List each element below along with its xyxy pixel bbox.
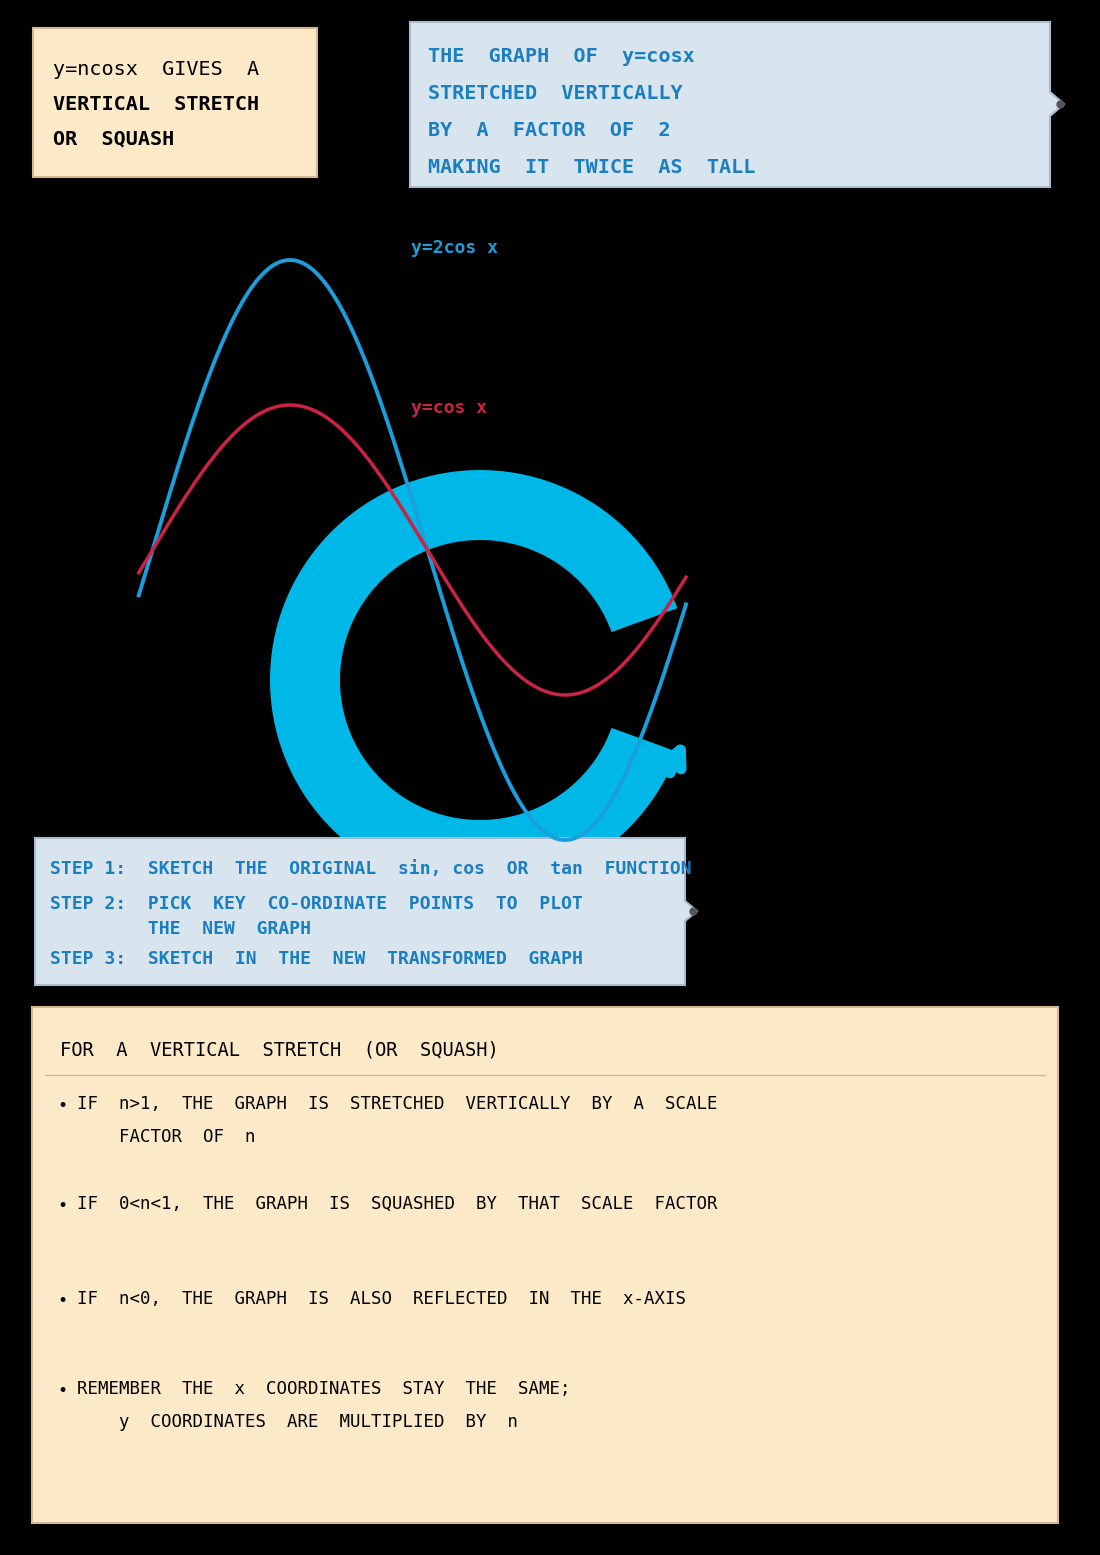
FancyBboxPatch shape (33, 28, 317, 177)
Text: MAKING  IT  TWICE  AS  TALL: MAKING IT TWICE AS TALL (428, 159, 756, 177)
Text: STEP 1:  SKETCH  THE  ORIGINAL  sin, cos  OR  tan  FUNCTION: STEP 1: SKETCH THE ORIGINAL sin, cos OR … (50, 860, 692, 879)
Text: •: • (57, 1292, 67, 1309)
Text: y=cos x: y=cos x (410, 398, 487, 417)
Text: OR  SQUASH: OR SQUASH (53, 131, 174, 149)
FancyBboxPatch shape (32, 1008, 1058, 1522)
Text: y  COORDINATES  ARE  MULTIPLIED  BY  n: y COORDINATES ARE MULTIPLIED BY n (77, 1413, 518, 1431)
Text: THE  NEW  GRAPH: THE NEW GRAPH (50, 921, 311, 938)
Text: •: • (57, 1382, 67, 1400)
Text: BY  A  FACTOR  OF  2: BY A FACTOR OF 2 (428, 121, 671, 140)
Text: •: • (57, 1096, 67, 1115)
Text: VERTICAL  STRETCH: VERTICAL STRETCH (53, 95, 260, 114)
Polygon shape (410, 22, 1064, 187)
Text: STEP 2:  PICK  KEY  CO-ORDINATE  POINTS  TO  PLOT: STEP 2: PICK KEY CO-ORDINATE POINTS TO P… (50, 896, 583, 913)
Text: IF  n>1,  THE  GRAPH  IS  STRETCHED  VERTICALLY  BY  A  SCALE: IF n>1, THE GRAPH IS STRETCHED VERTICALL… (77, 1095, 717, 1113)
Polygon shape (35, 838, 697, 984)
Text: y=ncosx  GIVES  A: y=ncosx GIVES A (53, 61, 260, 79)
Polygon shape (270, 470, 678, 889)
Text: IF  0<n<1,  THE  GRAPH  IS  SQUASHED  BY  THAT  SCALE  FACTOR: IF 0<n<1, THE GRAPH IS SQUASHED BY THAT … (77, 1194, 717, 1213)
Text: FOR  A  VERTICAL  STRETCH  (OR  SQUASH): FOR A VERTICAL STRETCH (OR SQUASH) (60, 1040, 498, 1059)
Text: y=2cos x: y=2cos x (410, 239, 498, 257)
Text: STRETCHED  VERTICALLY: STRETCHED VERTICALLY (428, 84, 683, 103)
Text: •: • (57, 1197, 67, 1214)
Text: IF  n<0,  THE  GRAPH  IS  ALSO  REFLECTED  IN  THE  x-AXIS: IF n<0, THE GRAPH IS ALSO REFLECTED IN T… (77, 1291, 686, 1308)
Text: FACTOR  OF  n: FACTOR OF n (77, 1127, 255, 1146)
Text: REMEMBER  THE  x  COORDINATES  STAY  THE  SAME;: REMEMBER THE x COORDINATES STAY THE SAME… (77, 1379, 571, 1398)
Text: STEP 3:  SKETCH  IN  THE  NEW  TRANSFORMED  GRAPH: STEP 3: SKETCH IN THE NEW TRANSFORMED GR… (50, 950, 583, 969)
Text: THE  GRAPH  OF  y=cosx: THE GRAPH OF y=cosx (428, 47, 695, 65)
